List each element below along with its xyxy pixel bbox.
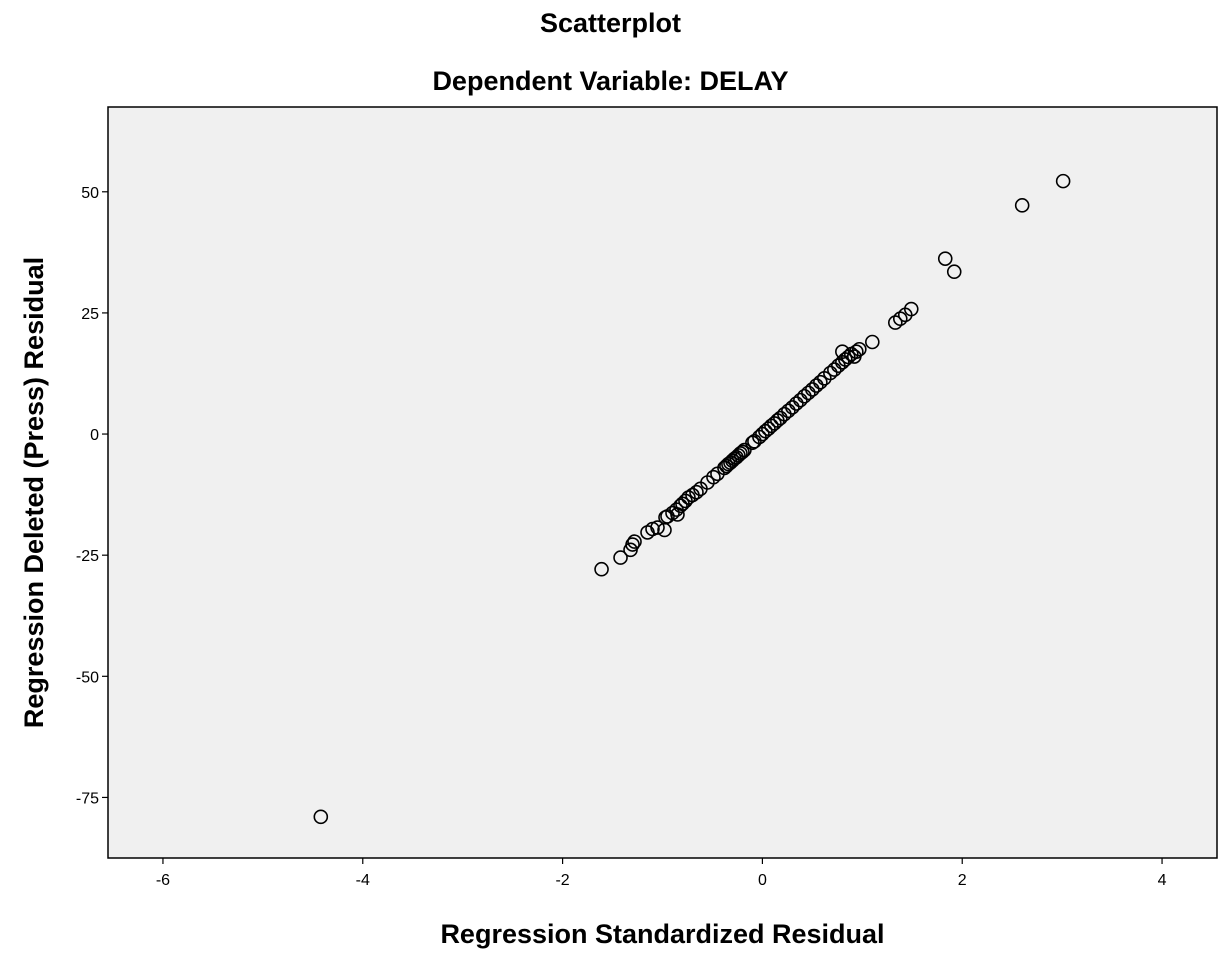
data-point: [627, 534, 642, 549]
data-point: [849, 344, 864, 359]
data-point: [706, 469, 721, 485]
data-point: [673, 498, 688, 514]
data-point: [789, 396, 804, 411]
y-tick-label: 25: [81, 306, 99, 323]
y-tick-label: 0: [90, 427, 99, 444]
data-point: [773, 410, 788, 426]
data-point: [852, 341, 867, 357]
data-point: [801, 385, 816, 401]
y-tick-label: -25: [76, 548, 99, 565]
chart-subtitle: Dependent Variable: DELAY: [432, 66, 789, 96]
x-tick-label: -2: [555, 872, 569, 889]
data-points: [313, 173, 1071, 825]
data-point: [805, 382, 820, 397]
y-axis-ticks: -75 -50 -25 0 25 50: [76, 185, 108, 807]
data-point: [613, 550, 628, 565]
data-point: [827, 362, 842, 377]
x-tick-label: 4: [1158, 872, 1167, 889]
data-point: [809, 378, 824, 393]
data-point: [892, 311, 908, 327]
data-point: [793, 392, 808, 408]
y-tick-label: 50: [81, 185, 99, 202]
y-tick-label: -75: [76, 790, 99, 807]
y-axis-title: Regression Deleted (Press) Residual: [19, 257, 49, 728]
data-point: [937, 251, 953, 266]
y-tick-label: -50: [76, 669, 99, 686]
x-axis-title: Regression Standardized Residual: [440, 919, 884, 949]
data-point: [823, 365, 838, 381]
data-point: [313, 809, 329, 825]
data-point: [650, 520, 665, 535]
data-point: [785, 400, 800, 415]
data-point: [841, 349, 856, 365]
data-point: [887, 315, 903, 330]
data-point: [737, 442, 752, 458]
data-point: [813, 374, 828, 390]
x-tick-label: -4: [356, 872, 370, 889]
data-point: [689, 484, 704, 500]
x-axis-ticks: -6 -4 -2 0 2 4: [156, 858, 1167, 889]
x-tick-label: -6: [156, 872, 170, 889]
data-point: [1055, 173, 1071, 189]
data-point: [946, 264, 962, 280]
x-tick-label: 0: [758, 872, 767, 889]
data-point: [903, 301, 919, 317]
data-point: [625, 537, 640, 552]
plot-area: [107, 106, 1218, 859]
data-point: [735, 444, 750, 460]
data-point: [747, 434, 762, 449]
chart-title: Scatterplot: [539, 8, 682, 38]
data-point: [594, 561, 609, 577]
data-point: [865, 334, 880, 350]
data-point: [733, 446, 748, 461]
data-point: [1014, 198, 1030, 213]
x-tick-label: 2: [958, 872, 967, 889]
data-point: [781, 403, 796, 419]
